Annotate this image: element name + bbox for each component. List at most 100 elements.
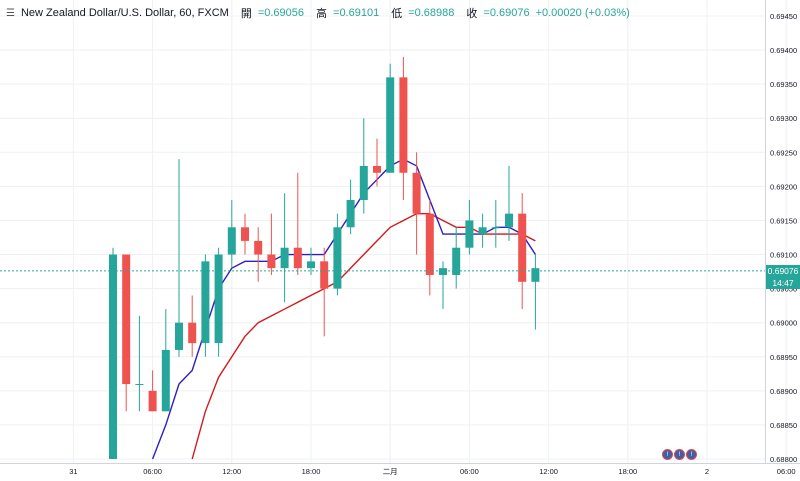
candle[interactable] (373, 138, 381, 187)
candle[interactable] (465, 200, 474, 255)
candle[interactable] (148, 370, 157, 412)
price-axis[interactable]: 0.69450 0.69400 0.69350 0.69300 0.69250 0.692… (770, 12, 797, 464)
candle-body (122, 254, 131, 385)
candle-body (227, 227, 236, 255)
candle[interactable] (491, 200, 500, 248)
candle[interactable] (386, 63, 395, 173)
y-tick-label: 0.69350 (770, 80, 797, 89)
candle-body (135, 384, 144, 386)
y-tick-label: 0.69100 (770, 251, 797, 260)
candle-body (518, 213, 527, 282)
event-flag-icon[interactable]: ! (662, 449, 673, 460)
y-tick-label: 0.69300 (770, 114, 797, 123)
candle-body (109, 254, 117, 459)
y-tick-label: 0.68850 (770, 421, 797, 430)
y-tick-label: 0.69250 (770, 148, 797, 157)
candle[interactable] (439, 261, 447, 310)
candle-body (373, 165, 381, 173)
candle[interactable] (320, 247, 329, 337)
time-axis[interactable]: 31 06:00 12:00 18:00 二月 06:00 12:00 18:00 2 06:00 (69, 467, 795, 476)
last-price-badge: 0.69076 (766, 264, 800, 277)
candle-body (478, 227, 487, 235)
candle-body (267, 254, 276, 269)
candle[interactable] (241, 213, 249, 255)
candle-body (359, 165, 368, 201)
candle[interactable] (188, 295, 197, 357)
candle-body (452, 247, 461, 275)
candle[interactable] (399, 56, 408, 201)
y-tick-label: 0.68900 (770, 387, 797, 396)
candle[interactable] (214, 247, 223, 357)
low-value: =0.68988 (408, 7, 455, 19)
candle[interactable] (518, 193, 527, 310)
menu-icon[interactable]: ☰ (6, 7, 15, 19)
x-tick-label: 2 (705, 467, 709, 476)
candle[interactable] (359, 118, 368, 214)
candle[interactable] (122, 254, 131, 412)
y-tick-label: 0.69150 (770, 216, 797, 225)
x-tick-label: 12:00 (222, 467, 241, 476)
low-label: 低 (391, 8, 403, 20)
candle[interactable] (346, 179, 355, 235)
candle-body (386, 77, 395, 173)
candle[interactable] (293, 172, 302, 275)
candle[interactable] (505, 165, 513, 241)
y-tick-label: 0.69400 (770, 46, 797, 55)
candle-body (188, 322, 197, 344)
close-value: =0.69076 (483, 7, 530, 19)
moving-averages (151, 158, 536, 460)
grid-lines (0, 0, 787, 463)
candle-body (241, 227, 249, 241)
candle[interactable] (254, 227, 263, 282)
candle-body (148, 390, 157, 412)
candle-body (254, 240, 263, 255)
candle[interactable] (307, 247, 315, 275)
ma-fast-line (151, 158, 536, 460)
candle[interactable] (333, 213, 342, 296)
x-tick-label: 06:00 (777, 467, 796, 476)
candle-body (412, 172, 421, 214)
candle-body (399, 77, 408, 173)
y-tick-label: 0.68800 (770, 455, 797, 464)
candle[interactable] (175, 159, 183, 357)
high-value: =0.69101 (333, 7, 380, 19)
candle[interactable] (531, 254, 540, 330)
candle-body (491, 227, 500, 229)
event-flag-icon[interactable]: ! (674, 449, 685, 460)
y-tick-label: 0.69050 (770, 285, 797, 294)
x-tick-label: 06:00 (143, 467, 162, 476)
candle-body (439, 268, 447, 275)
candle[interactable] (412, 152, 421, 255)
candle[interactable] (267, 213, 276, 275)
x-tick-label: 12:00 (539, 467, 558, 476)
candle-body (333, 227, 342, 289)
candle[interactable] (452, 227, 461, 289)
open-value: =0.69056 (257, 7, 305, 19)
candle[interactable] (201, 254, 210, 357)
y-tick-label: 0.68950 (770, 353, 797, 362)
close-label: 收 (466, 8, 478, 20)
candle[interactable] (135, 315, 144, 412)
candle-body (346, 200, 355, 228)
open-label: 開 (240, 8, 252, 20)
x-tick-label: 二月 (383, 467, 398, 476)
event-flag-icon[interactable]: ! (686, 449, 697, 460)
x-tick-label: 06:00 (460, 467, 479, 476)
candle-body (214, 254, 223, 344)
y-tick-label: 0.69200 (770, 182, 797, 191)
candle-body (531, 268, 540, 282)
candle[interactable] (280, 193, 289, 303)
candle[interactable] (161, 309, 170, 412)
symbol-title[interactable]: New Zealand Dollar/U.S. Dollar, 60, FXCM (20, 7, 229, 19)
candle[interactable] (109, 247, 117, 459)
candle-body (161, 349, 170, 412)
candles[interactable] (109, 56, 540, 459)
candle-body (505, 213, 513, 228)
candle[interactable] (425, 200, 434, 296)
economic-events: ! ! ! (662, 449, 697, 460)
chart-header: ☰ New Zealand Dollar/U.S. Dollar, 60, FX… (6, 5, 630, 21)
candle[interactable] (227, 200, 236, 269)
y-tick-label: 0.69450 (770, 12, 797, 21)
candle[interactable] (478, 213, 487, 248)
